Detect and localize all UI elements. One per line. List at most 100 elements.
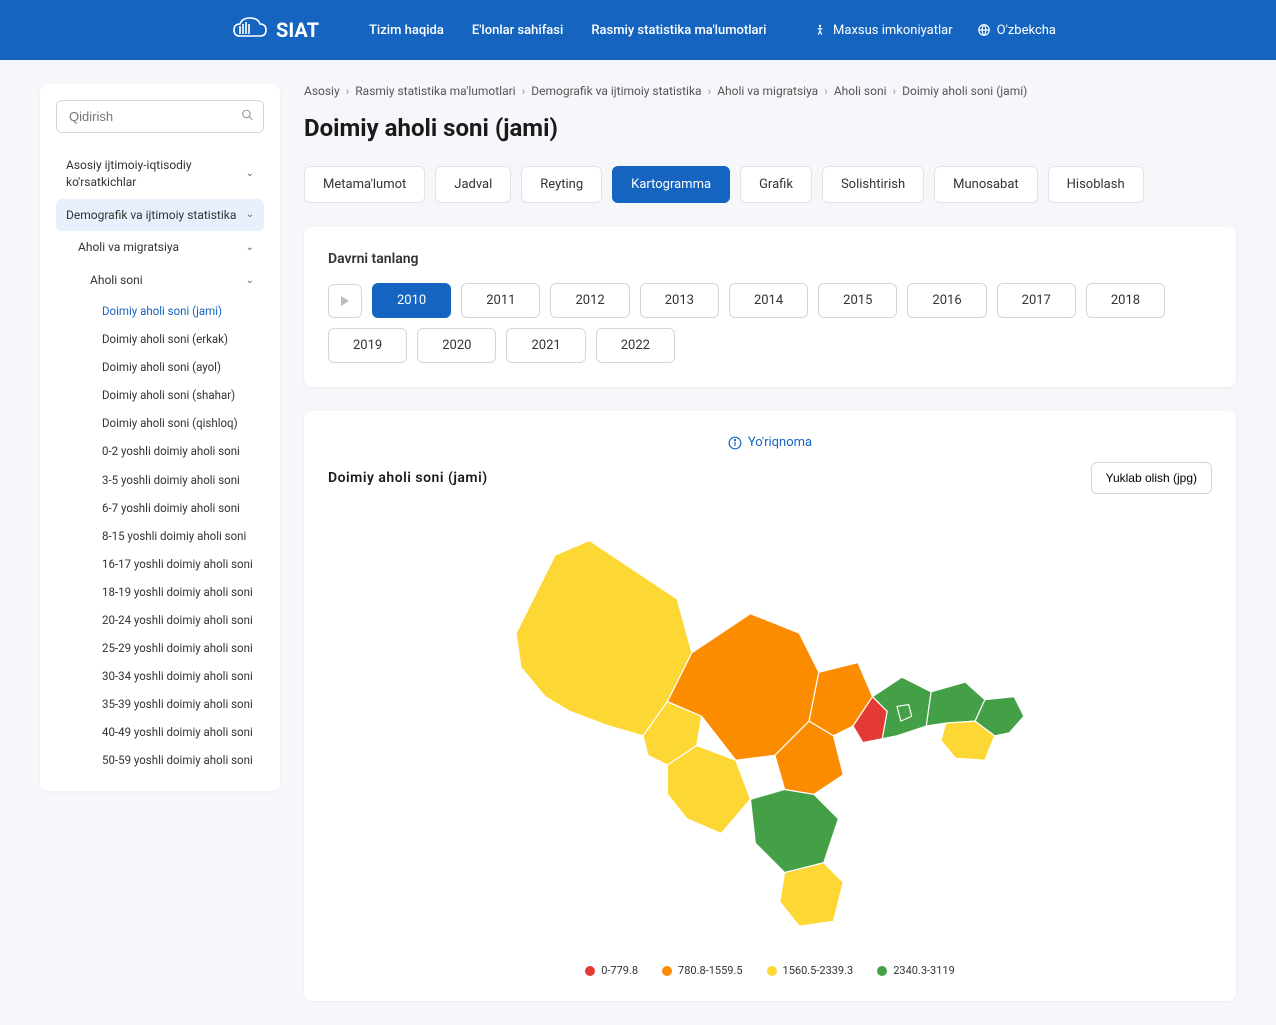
download-button[interactable]: Yuklab olish (jpg) [1091, 462, 1212, 494]
tree-item[interactable]: Aholi soni ⌄ [56, 264, 264, 297]
period-2021[interactable]: 2021 [506, 328, 585, 363]
period-2015[interactable]: 2015 [818, 283, 897, 318]
nav-link[interactable]: Rasmiy statistika ma'lumotlari [591, 23, 766, 38]
breadcrumb: Asosiy › Rasmiy statistika ma'lumotlari › De… [304, 84, 1236, 98]
category-tree: Asosiy ijtimoiy-iqtisodiy ko'rsatkichlar… [56, 149, 264, 775]
breadcrumb-separator: › [522, 84, 526, 98]
tree-item-label: 6-7 yoshli doimiy aholi soni [102, 500, 240, 516]
map-legend: 0-779.8780.8-1559.51560.5-2339.32340.3-3… [328, 964, 1212, 977]
breadcrumb-separator: › [893, 84, 897, 98]
tree-item-label: Doimiy aholi soni (ayol) [102, 359, 221, 375]
tab-hisoblash[interactable]: Hisoblash [1048, 166, 1144, 203]
period-2019[interactable]: 2019 [328, 328, 407, 363]
legend-dot [877, 966, 887, 976]
tree-item[interactable]: 18-19 yoshli doimiy aholi soni [56, 578, 264, 606]
tree-item-label: 0-2 yoshli doimiy aholi soni [102, 443, 240, 459]
tree-item[interactable]: 50-59 yoshli doimiy aholi soni [56, 746, 264, 774]
period-panel: Davrni tanlang 2010 2011 2012 2013 2014 2015 2… [304, 227, 1236, 387]
region-surkhandarya[interactable] [780, 863, 843, 926]
period-title: Davrni tanlang [328, 251, 1212, 267]
tree-item[interactable]: 6-7 yoshli doimiy aholi soni [56, 494, 264, 522]
tree-item-label: Aholi va migratsiya [78, 239, 179, 256]
period-2018[interactable]: 2018 [1086, 283, 1165, 318]
tree-item[interactable]: Doimiy aholi soni (erkak) [56, 325, 264, 353]
main-header: SIAT Tizim haqida E'lonlar sahifasi Rasmiy… [0, 0, 1276, 60]
play-button[interactable] [328, 284, 362, 318]
logo-text: SIAT [276, 18, 319, 42]
search-box [56, 100, 264, 133]
nav-link[interactable]: E'lonlar sahifasi [472, 23, 563, 38]
header-right: Maxsus imkoniyatlar O'zbekcha [813, 23, 1056, 38]
tab-metama'lumot[interactable]: Metama'lumot [304, 166, 425, 203]
tree-item[interactable]: 3-5 yoshli doimiy aholi soni [56, 466, 264, 494]
period-2011[interactable]: 2011 [461, 283, 540, 318]
tree-item[interactable]: 35-39 yoshli doimiy aholi soni [56, 690, 264, 718]
logo-cloud-icon [230, 16, 270, 44]
site-logo[interactable]: SIAT [230, 16, 319, 44]
tree-item[interactable]: 8-15 yoshli doimiy aholi soni [56, 522, 264, 550]
period-2012[interactable]: 2012 [550, 283, 629, 318]
breadcrumb-separator: › [708, 84, 712, 98]
chevron-down-icon: ⌄ [246, 274, 254, 288]
tab-jadval[interactable]: Jadval [435, 166, 511, 203]
tree-item[interactable]: 40-49 yoshli doimiy aholi soni [56, 718, 264, 746]
tree-item[interactable]: 30-34 yoshli doimiy aholi soni [56, 662, 264, 690]
tree-item[interactable]: Aholi va migratsiya⌄ [56, 231, 264, 264]
map-header: Doimiy aholi soni (jami) Yuklab olish (j… [328, 462, 1212, 494]
nav-link[interactable]: Tizim haqida [369, 23, 444, 38]
language-label: O'zbekcha [997, 23, 1056, 38]
breadcrumb-separator: › [346, 84, 350, 98]
breadcrumb-item[interactable]: Demografik va ijtimoiy statistika [531, 84, 701, 98]
tree-item-label: Aholi soni [90, 272, 143, 289]
accessibility-icon [813, 23, 827, 37]
tree-item[interactable]: Doimiy aholi soni (ayol) [56, 353, 264, 381]
period-2014[interactable]: 2014 [729, 283, 808, 318]
tree-item[interactable]: 0-2 yoshli doimiy aholi soni [56, 437, 264, 465]
tree-item[interactable]: Doimiy aholi soni (qishloq) [56, 409, 264, 437]
map-container [328, 506, 1212, 956]
breadcrumb-separator: › [824, 84, 828, 98]
period-2016[interactable]: 2016 [907, 283, 986, 318]
play-icon [340, 296, 350, 306]
tab-kartogramma[interactable]: Kartogramma [612, 166, 730, 203]
main-content: Asosiy › Rasmiy statistika ma'lumotlari › De… [304, 84, 1236, 1001]
tree-item-label: 3-5 yoshli doimiy aholi soni [102, 472, 240, 488]
tree-item[interactable]: Doimiy aholi soni (jami) [56, 297, 264, 325]
period-2017[interactable]: 2017 [997, 283, 1076, 318]
info-icon [728, 436, 742, 450]
tree-item[interactable]: Demografik va ijtimoiy statistika⌄ [56, 199, 264, 232]
tab-grafik[interactable]: Grafik [740, 166, 812, 203]
breadcrumb-item[interactable]: Aholi va migratsiya [717, 84, 818, 98]
tree-item-label: 16-17 yoshli doimiy aholi soni [102, 556, 253, 572]
accessibility-label: Maxsus imkoniyatlar [833, 23, 953, 38]
legend-item: 2340.3-3119 [877, 964, 955, 977]
accessibility-toggle[interactable]: Maxsus imkoniyatlar [813, 23, 953, 38]
breadcrumb-item[interactable]: Doimiy aholi soni (jami) [902, 84, 1027, 98]
period-2010[interactable]: 2010 [372, 283, 451, 318]
legend-dot [767, 966, 777, 976]
legend-item: 0-779.8 [585, 964, 638, 977]
legend-item: 780.8-1559.5 [662, 964, 742, 977]
page-title: Doimiy aholi soni (jami) [304, 114, 1236, 142]
language-switcher[interactable]: O'zbekcha [977, 23, 1056, 38]
search-input[interactable] [56, 100, 264, 133]
legend-dot [662, 966, 672, 976]
period-2013[interactable]: 2013 [640, 283, 719, 318]
tab-solishtirish[interactable]: Solishtirish [822, 166, 924, 203]
breadcrumb-item[interactable]: Aholi soni [834, 84, 887, 98]
tab-munosabat[interactable]: Munosabat [934, 166, 1038, 203]
tree-item[interactable]: 16-17 yoshli doimiy aholi soni [56, 550, 264, 578]
chevron-down-icon: ⌄ [246, 208, 254, 222]
tree-item[interactable]: Doimiy aholi soni (shahar) [56, 381, 264, 409]
period-2020[interactable]: 2020 [417, 328, 496, 363]
breadcrumb-item[interactable]: Rasmiy statistika ma'lumotlari [355, 84, 515, 98]
tree-item[interactable]: 20-24 yoshli doimiy aholi soni [56, 606, 264, 634]
tree-item-label: Doimiy aholi soni (erkak) [102, 331, 228, 347]
tree-item[interactable]: 25-29 yoshli doimiy aholi soni [56, 634, 264, 662]
breadcrumb-item[interactable]: Asosiy [304, 84, 340, 98]
tree-item[interactable]: Asosiy ijtimoiy-iqtisodiy ko'rsatkichlar… [56, 149, 264, 199]
period-2022[interactable]: 2022 [596, 328, 675, 363]
region-kashkadarya[interactable] [750, 789, 838, 872]
tab-reyting[interactable]: Reyting [521, 166, 602, 203]
guide-link[interactable]: Yo'riqnoma [328, 435, 1212, 450]
